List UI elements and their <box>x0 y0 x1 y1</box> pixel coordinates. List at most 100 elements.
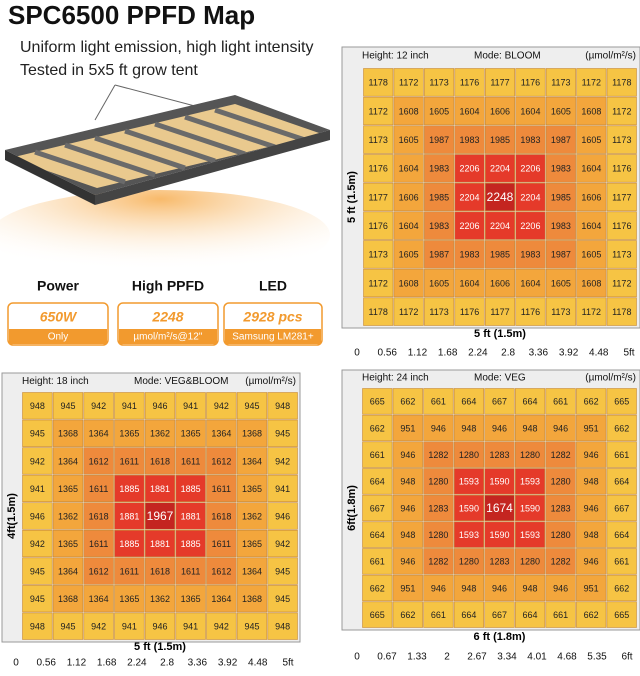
map-cell-value: 948 <box>461 423 476 433</box>
map-cell <box>83 419 114 447</box>
map-cell-value: 948 <box>400 477 415 487</box>
map-axis-label: 0.56 <box>36 658 56 669</box>
map-bottom-label: 5 ft (1.5m) <box>474 328 526 340</box>
map-cell-value: 948 <box>523 423 538 433</box>
map-cell-value: 1611 <box>120 456 139 466</box>
map-cell-value: 665 <box>370 397 385 407</box>
map-cell <box>206 557 237 585</box>
map-cell-value: 1176 <box>460 307 479 317</box>
map-cell-value: 1611 <box>120 566 139 576</box>
map-cell <box>545 521 576 548</box>
map-cell-value: 662 <box>370 423 385 433</box>
map-cell-value: 1172 <box>399 307 418 317</box>
map-cell <box>236 612 268 640</box>
map-bottom-label: 5 ft (1.5m) <box>134 641 186 653</box>
map-cell <box>484 548 515 575</box>
map-cell-value: 1604 <box>399 221 419 231</box>
map-cell <box>52 529 84 558</box>
map-cell <box>484 297 516 326</box>
map-cell <box>22 557 53 585</box>
map-cell-value: 948 <box>584 477 599 487</box>
map-cell <box>484 521 515 548</box>
map-cell <box>424 297 455 326</box>
map-cell <box>424 211 455 240</box>
map-cell <box>453 521 485 548</box>
map-cell <box>545 182 576 212</box>
map-cell <box>393 125 424 154</box>
map-cell <box>484 182 516 212</box>
map-cell <box>454 297 485 326</box>
map-cell <box>52 474 84 503</box>
map-cell <box>576 68 607 97</box>
spec-label: High PPFD <box>132 278 204 294</box>
map-cell <box>22 585 53 613</box>
map-axis-label: 4.48 <box>589 348 609 359</box>
map-cell-value: 1611 <box>89 539 108 549</box>
map-cell-value: 1985 <box>490 250 510 260</box>
map-cell <box>606 548 637 575</box>
map-side-label: 4ft(1.5m) <box>6 493 18 539</box>
map-cell <box>114 502 145 530</box>
map-cell <box>22 392 53 420</box>
map-cell <box>545 548 576 575</box>
map-cell <box>576 125 607 154</box>
map-cell-value: 1283 <box>428 503 448 513</box>
map-cell-value: 941 <box>30 484 45 494</box>
map-cell <box>144 447 176 475</box>
map-cell-value: 665 <box>614 397 629 407</box>
map-cell <box>454 268 485 298</box>
map-cell-value: 948 <box>30 622 45 632</box>
map-cell-value: 1885 <box>181 539 201 549</box>
map-cell <box>454 96 485 126</box>
map-mode: Mode: VEG&BLOOM <box>134 376 228 387</box>
map-cell-value: 941 <box>122 622 137 632</box>
map-cell-value: 942 <box>91 622 106 632</box>
map-cell <box>52 447 84 475</box>
map-cell-value: 1282 <box>428 557 448 567</box>
map-cell <box>576 521 607 548</box>
map-cell-value: 664 <box>614 530 629 540</box>
map-cell <box>22 419 53 447</box>
map-cell-value: 1368 <box>242 429 262 439</box>
map-cell-value: 1364 <box>89 429 109 439</box>
map-cell-value: 948 <box>461 583 476 593</box>
map-cell <box>362 601 393 628</box>
map-cell-value: 667 <box>492 610 507 620</box>
map-cell-value: 1178 <box>612 307 631 317</box>
map-cell <box>545 468 576 495</box>
map-axis-label: 3.92 <box>559 348 579 359</box>
map-cell <box>236 585 268 613</box>
map-cell-value: 1365 <box>242 539 262 549</box>
map-cell-value: 1611 <box>212 484 231 494</box>
map-cell <box>515 297 546 326</box>
map-cell <box>484 96 516 126</box>
map-cell <box>114 612 145 640</box>
map-cell-value: 1280 <box>459 557 479 567</box>
map-cell-value: 945 <box>275 429 290 439</box>
map-cell-value: 1365 <box>119 594 139 604</box>
map-cell-value: 1282 <box>551 557 571 567</box>
map-cell <box>484 125 516 154</box>
map-cell <box>393 68 424 97</box>
map-cell-value: 1983 <box>429 164 449 174</box>
map-cell-value: 946 <box>275 511 290 521</box>
map-cell-value: 1983 <box>429 221 449 231</box>
map-cell <box>175 557 206 585</box>
map-cell-value: 664 <box>461 610 476 620</box>
map-cell-value: 1987 <box>551 250 571 260</box>
map-cell-value: 1987 <box>429 135 449 145</box>
map-cell-value: 1176 <box>460 78 479 88</box>
map-cell <box>545 154 576 183</box>
map-cell <box>363 240 394 269</box>
map-cell <box>576 388 607 415</box>
map-cell <box>144 474 176 503</box>
map-cell <box>363 211 394 240</box>
map-cell-value: 1177 <box>612 192 631 202</box>
map-cell-value: 1985 <box>551 192 571 202</box>
map-cell-value: 1282 <box>428 450 448 460</box>
map-height: Height: 12 inch <box>362 51 429 62</box>
map-cell-value: 946 <box>431 583 446 593</box>
map-cell-value: 1605 <box>581 250 601 260</box>
map-cell <box>83 392 114 420</box>
map-cell <box>393 154 424 183</box>
